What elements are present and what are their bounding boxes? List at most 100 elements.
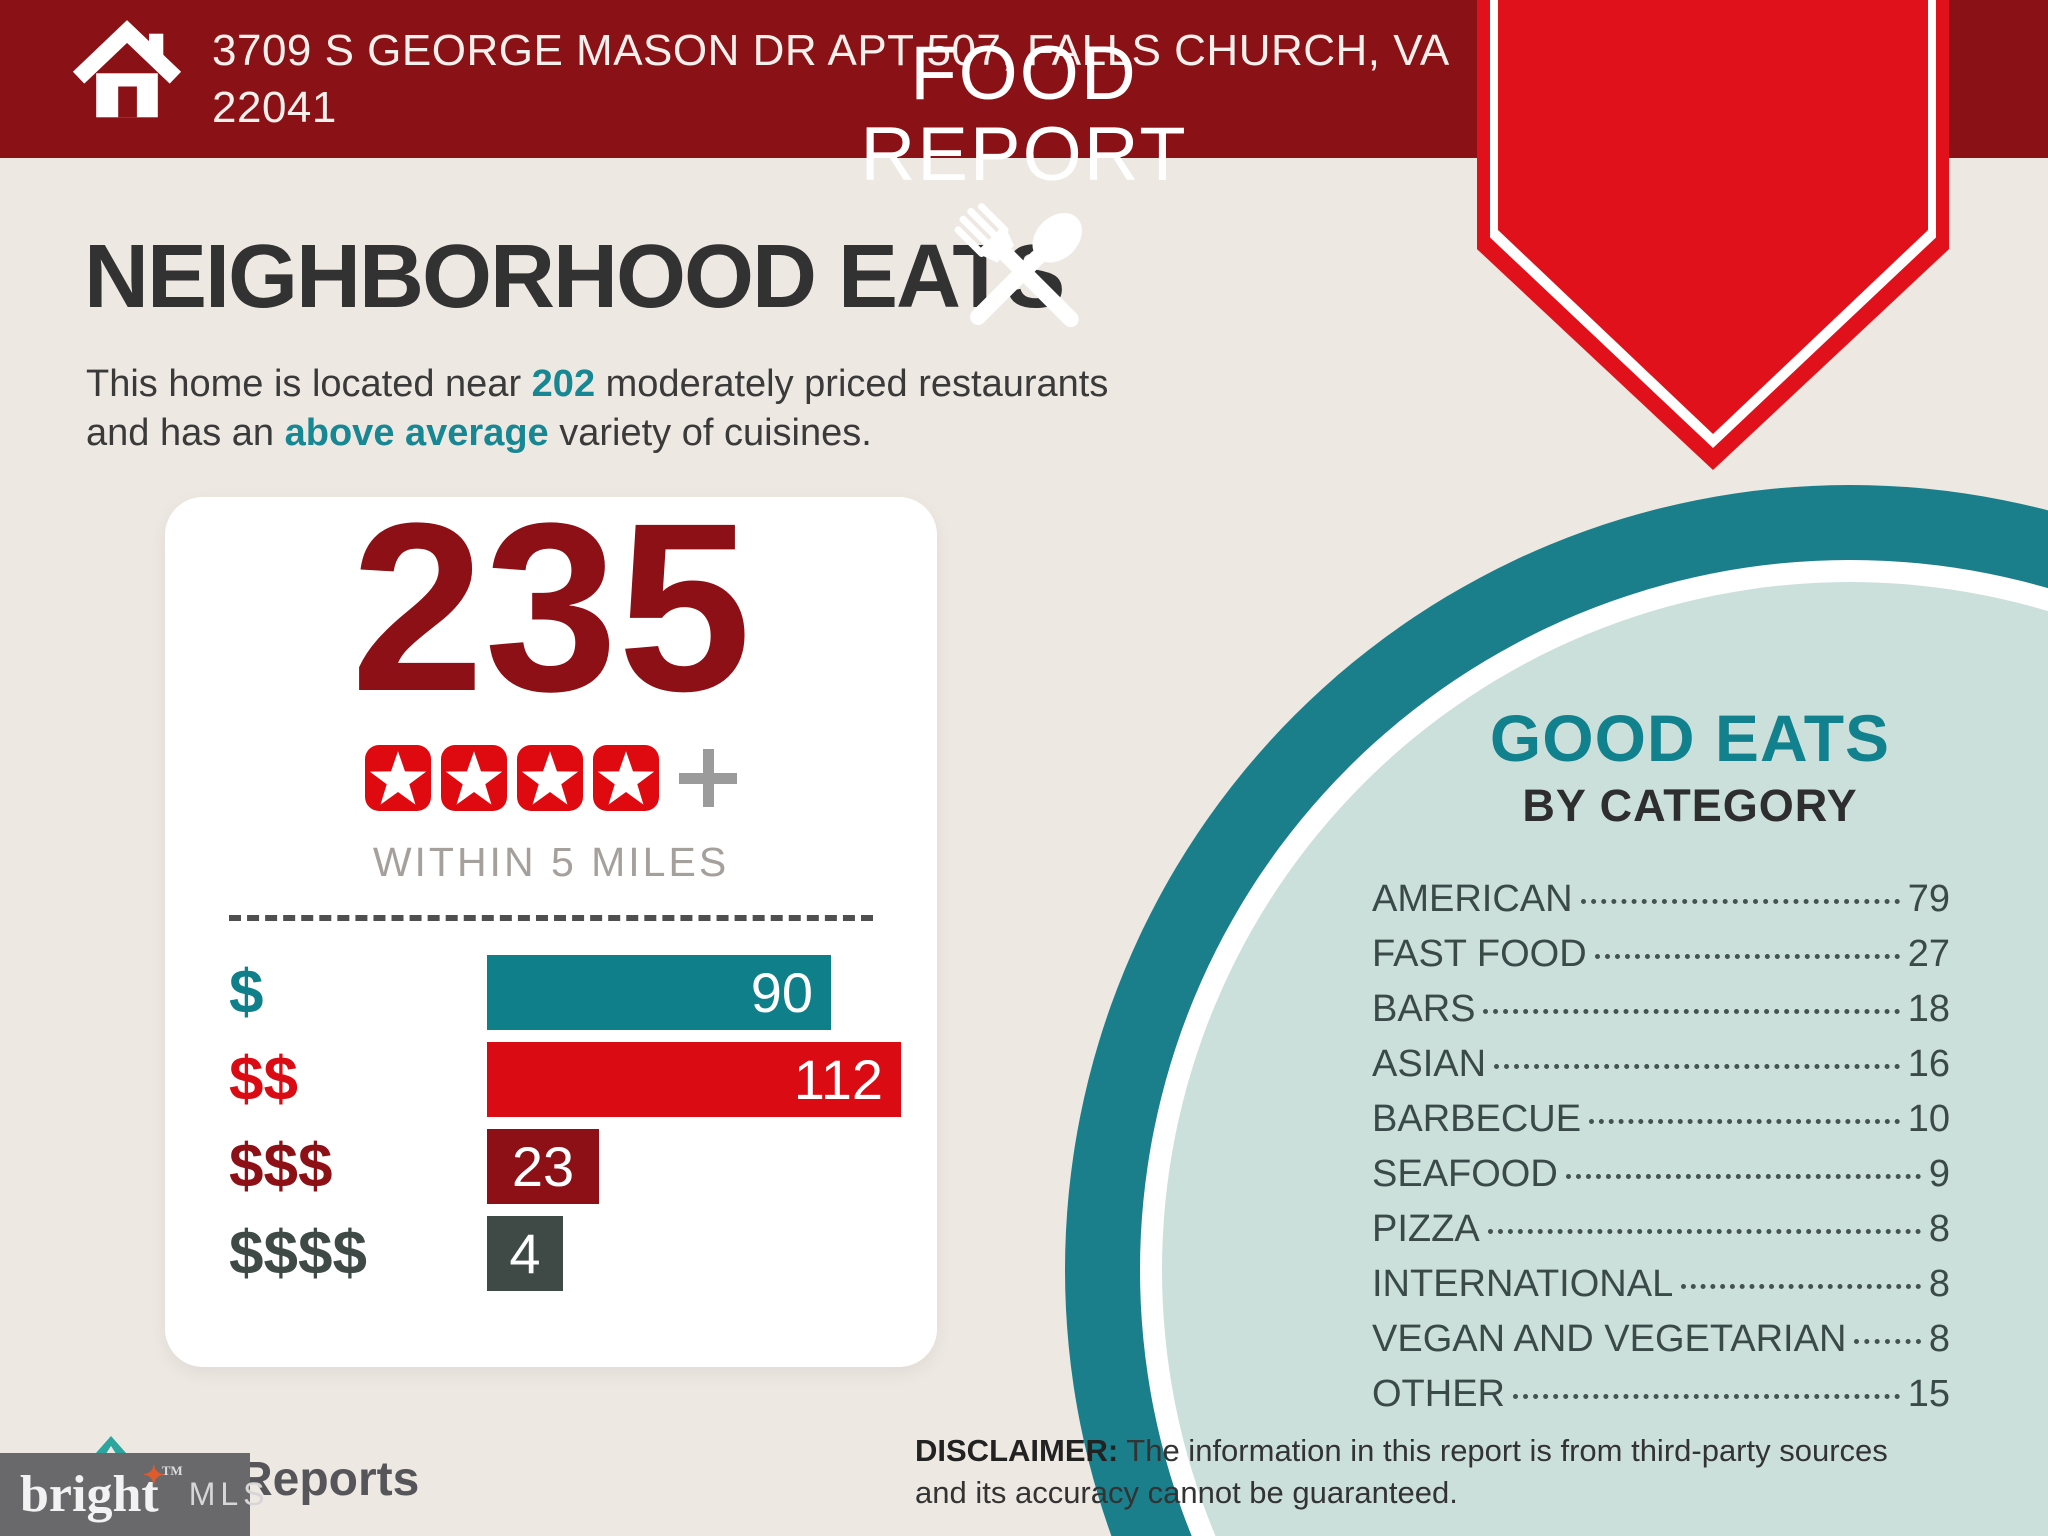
dotted-leader	[1494, 1064, 1900, 1069]
dotted-leader	[1483, 1009, 1900, 1014]
star-icon	[365, 745, 431, 811]
category-value: 9	[1928, 1153, 1950, 1195]
price-tier-value: 23	[511, 1135, 575, 1198]
category-row: OTHER 15	[1372, 1373, 1950, 1415]
category-list: AMERICAN 79 FAST FOOD 27 BARS 18 ASIAN 16 BARBEC…	[1372, 878, 1950, 1428]
ribbon-title-line2: REPORT	[860, 111, 1188, 197]
price-tier-bar: 112	[487, 1042, 901, 1117]
category-row: SEAFOOD 9	[1372, 1153, 1950, 1195]
restaurant-count: 202	[531, 363, 596, 405]
category-value: 8	[1928, 1318, 1950, 1360]
price-tier-value: 90	[750, 961, 813, 1024]
category-value: 15	[1907, 1373, 1950, 1415]
variety-highlight: above average	[284, 411, 549, 454]
category-value: 8	[1928, 1263, 1950, 1305]
star-glyph	[597, 751, 655, 805]
category-label: VEGAN AND VEGETARIAN	[1372, 1318, 1847, 1360]
bright-star-icon: ✦	[142, 1461, 165, 1490]
reports-brand-partial: Reports	[238, 1453, 420, 1506]
price-tier-bar-chart: $90 $$ 112 $$$ 23 $$$$ 4	[165, 955, 937, 1303]
price-tier-row: $90	[165, 955, 937, 1030]
mls-label: MLS	[188, 1476, 270, 1512]
dotted-leader	[1513, 1394, 1900, 1399]
category-value: 8	[1928, 1208, 1950, 1250]
plus-icon	[679, 749, 737, 807]
dotted-leader	[1580, 899, 1900, 904]
disclaimer-label: DISCLAIMER:	[915, 1433, 1119, 1468]
category-value: 16	[1907, 1043, 1950, 1085]
category-row: ASIAN 16	[1372, 1043, 1950, 1085]
category-row: INTERNATIONAL 8	[1372, 1263, 1950, 1305]
category-panel-title: GOOD EATS	[1489, 701, 1891, 775]
price-tier-bar: 4	[487, 1216, 563, 1291]
category-label: FAST FOOD	[1372, 933, 1587, 975]
crossed-spoon-and-fork-icon	[909, 186, 1139, 361]
bright-logo: bright ✦ TM	[20, 1461, 183, 1523]
star-glyph	[369, 751, 427, 805]
price-tier-label: $	[229, 958, 264, 1027]
category-label: PIZZA	[1372, 1208, 1480, 1250]
price-tier-bar: 90	[487, 955, 831, 1030]
category-label: AMERICAN	[1372, 878, 1573, 920]
price-tier-row: $$$ 23	[165, 1129, 937, 1204]
dotted-leader	[1681, 1284, 1921, 1289]
bright-tm: TM	[161, 1463, 183, 1478]
category-row: FAST FOOD 27	[1372, 933, 1950, 975]
category-label: BARBECUE	[1372, 1098, 1582, 1140]
star-icon	[517, 745, 583, 811]
ribbon-title: FOOD REPORT	[0, 31, 2048, 197]
restaurant-summary-card: 235 WITHIN 5 MILES $90 $$ 112 $$$ 23 $$$$ 4	[165, 481, 937, 1367]
category-row: VEGAN AND VEGETARIAN 8	[1372, 1318, 1950, 1360]
bright-mls-watermark: bright ✦ TM MLS	[0, 1453, 264, 1536]
page-title: NEIGHBORHOOD EATS	[84, 227, 1065, 327]
price-tier-row: $$$$ 4	[165, 1216, 937, 1291]
category-value: 27	[1907, 933, 1950, 975]
intro-middle: moderately priced restaurants and has an	[86, 363, 1109, 454]
category-label: SEAFOOD	[1372, 1153, 1558, 1195]
dotted-leader	[1854, 1339, 1921, 1344]
category-panel-subtitle: BY CATEGORY	[1522, 780, 1858, 831]
category-value: 18	[1907, 988, 1950, 1030]
category-label: ASIAN	[1372, 1043, 1487, 1085]
star-glyph	[521, 751, 579, 805]
star-glyph	[445, 751, 503, 805]
price-tier-label: $$	[229, 1045, 298, 1114]
address-line-2: 22041	[212, 83, 337, 133]
disclaimer-text: The information in this report is from t…	[915, 1433, 1888, 1510]
dashed-divider	[229, 915, 873, 921]
disclaimer: DISCLAIMER: The information in this repo…	[915, 1430, 1930, 1514]
category-value: 10	[1907, 1098, 1950, 1140]
category-value: 79	[1907, 878, 1950, 920]
ribbon-title-line1: FOOD	[910, 31, 1138, 116]
category-panel-heading: GOOD EATS BY CATEGORY	[1400, 700, 1980, 832]
dotted-leader	[1589, 1119, 1900, 1124]
star-icon	[593, 745, 659, 811]
total-restaurants: 235	[350, 473, 752, 741]
star-icon	[441, 745, 507, 811]
intro-sentence: This home is located near 202 moderately…	[86, 360, 1176, 457]
intro-suffix: variety of cuisines.	[559, 411, 872, 454]
star-rating	[165, 745, 937, 811]
property-address: 3709 S GEORGE MASON DR APT 507, FALLS CH…	[212, 22, 1450, 136]
price-tier-label: $$$	[229, 1132, 333, 1201]
home-icon	[72, 18, 182, 127]
category-row: BARBECUE 10	[1372, 1098, 1950, 1140]
price-tier-bar: 23	[487, 1129, 599, 1204]
dotted-leader	[1487, 1229, 1921, 1234]
category-label: OTHER	[1372, 1373, 1505, 1415]
radius-caption: WITHIN 5 MILES	[372, 839, 730, 885]
price-tier-label: $$$$	[229, 1219, 367, 1288]
price-tier-row: $$ 112	[165, 1042, 937, 1117]
category-row: BARS 18	[1372, 988, 1950, 1030]
dotted-leader	[1565, 1174, 1921, 1179]
category-label: BARS	[1372, 988, 1476, 1030]
category-row: AMERICAN 79	[1372, 878, 1950, 920]
category-label: INTERNATIONAL	[1372, 1263, 1674, 1305]
category-row: PIZZA 8	[1372, 1208, 1950, 1250]
dotted-leader	[1594, 954, 1900, 959]
price-tier-value: 4	[509, 1222, 541, 1285]
intro-prefix: This home is located near	[86, 363, 522, 405]
address-line-1: 3709 S GEORGE MASON DR APT 507, FALLS CH…	[212, 26, 1450, 75]
price-tier-value: 112	[793, 1048, 883, 1111]
